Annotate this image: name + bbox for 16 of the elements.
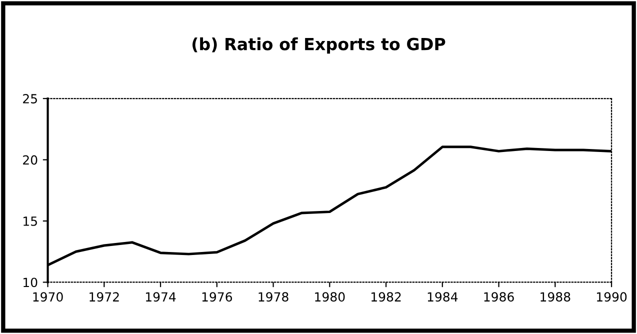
x-tick-label: 1988 [540, 292, 570, 302]
x-tick-label: 1976 [202, 292, 232, 302]
y-tick-label: 20 [23, 155, 38, 165]
x-tick-label: 1970 [33, 292, 63, 302]
x-tick-label: 1978 [258, 292, 288, 302]
x-tick-label: 1980 [315, 292, 345, 302]
x-tick-label: 1984 [428, 292, 458, 302]
x-tick-label: 1990 [596, 292, 627, 302]
y-tick-label: 10 [24, 278, 38, 288]
x-tick-label: 1986 [484, 292, 514, 302]
x-tick-label: 1974 [146, 292, 176, 302]
y-tick-label: 15 [24, 216, 37, 226]
x-tick-label: 1972 [90, 292, 119, 302]
x-tick-label: 1982 [371, 292, 401, 302]
y-tick-label: 25 [23, 94, 37, 104]
chart-title: (b) Ratio of Exports to GDP [192, 37, 446, 54]
